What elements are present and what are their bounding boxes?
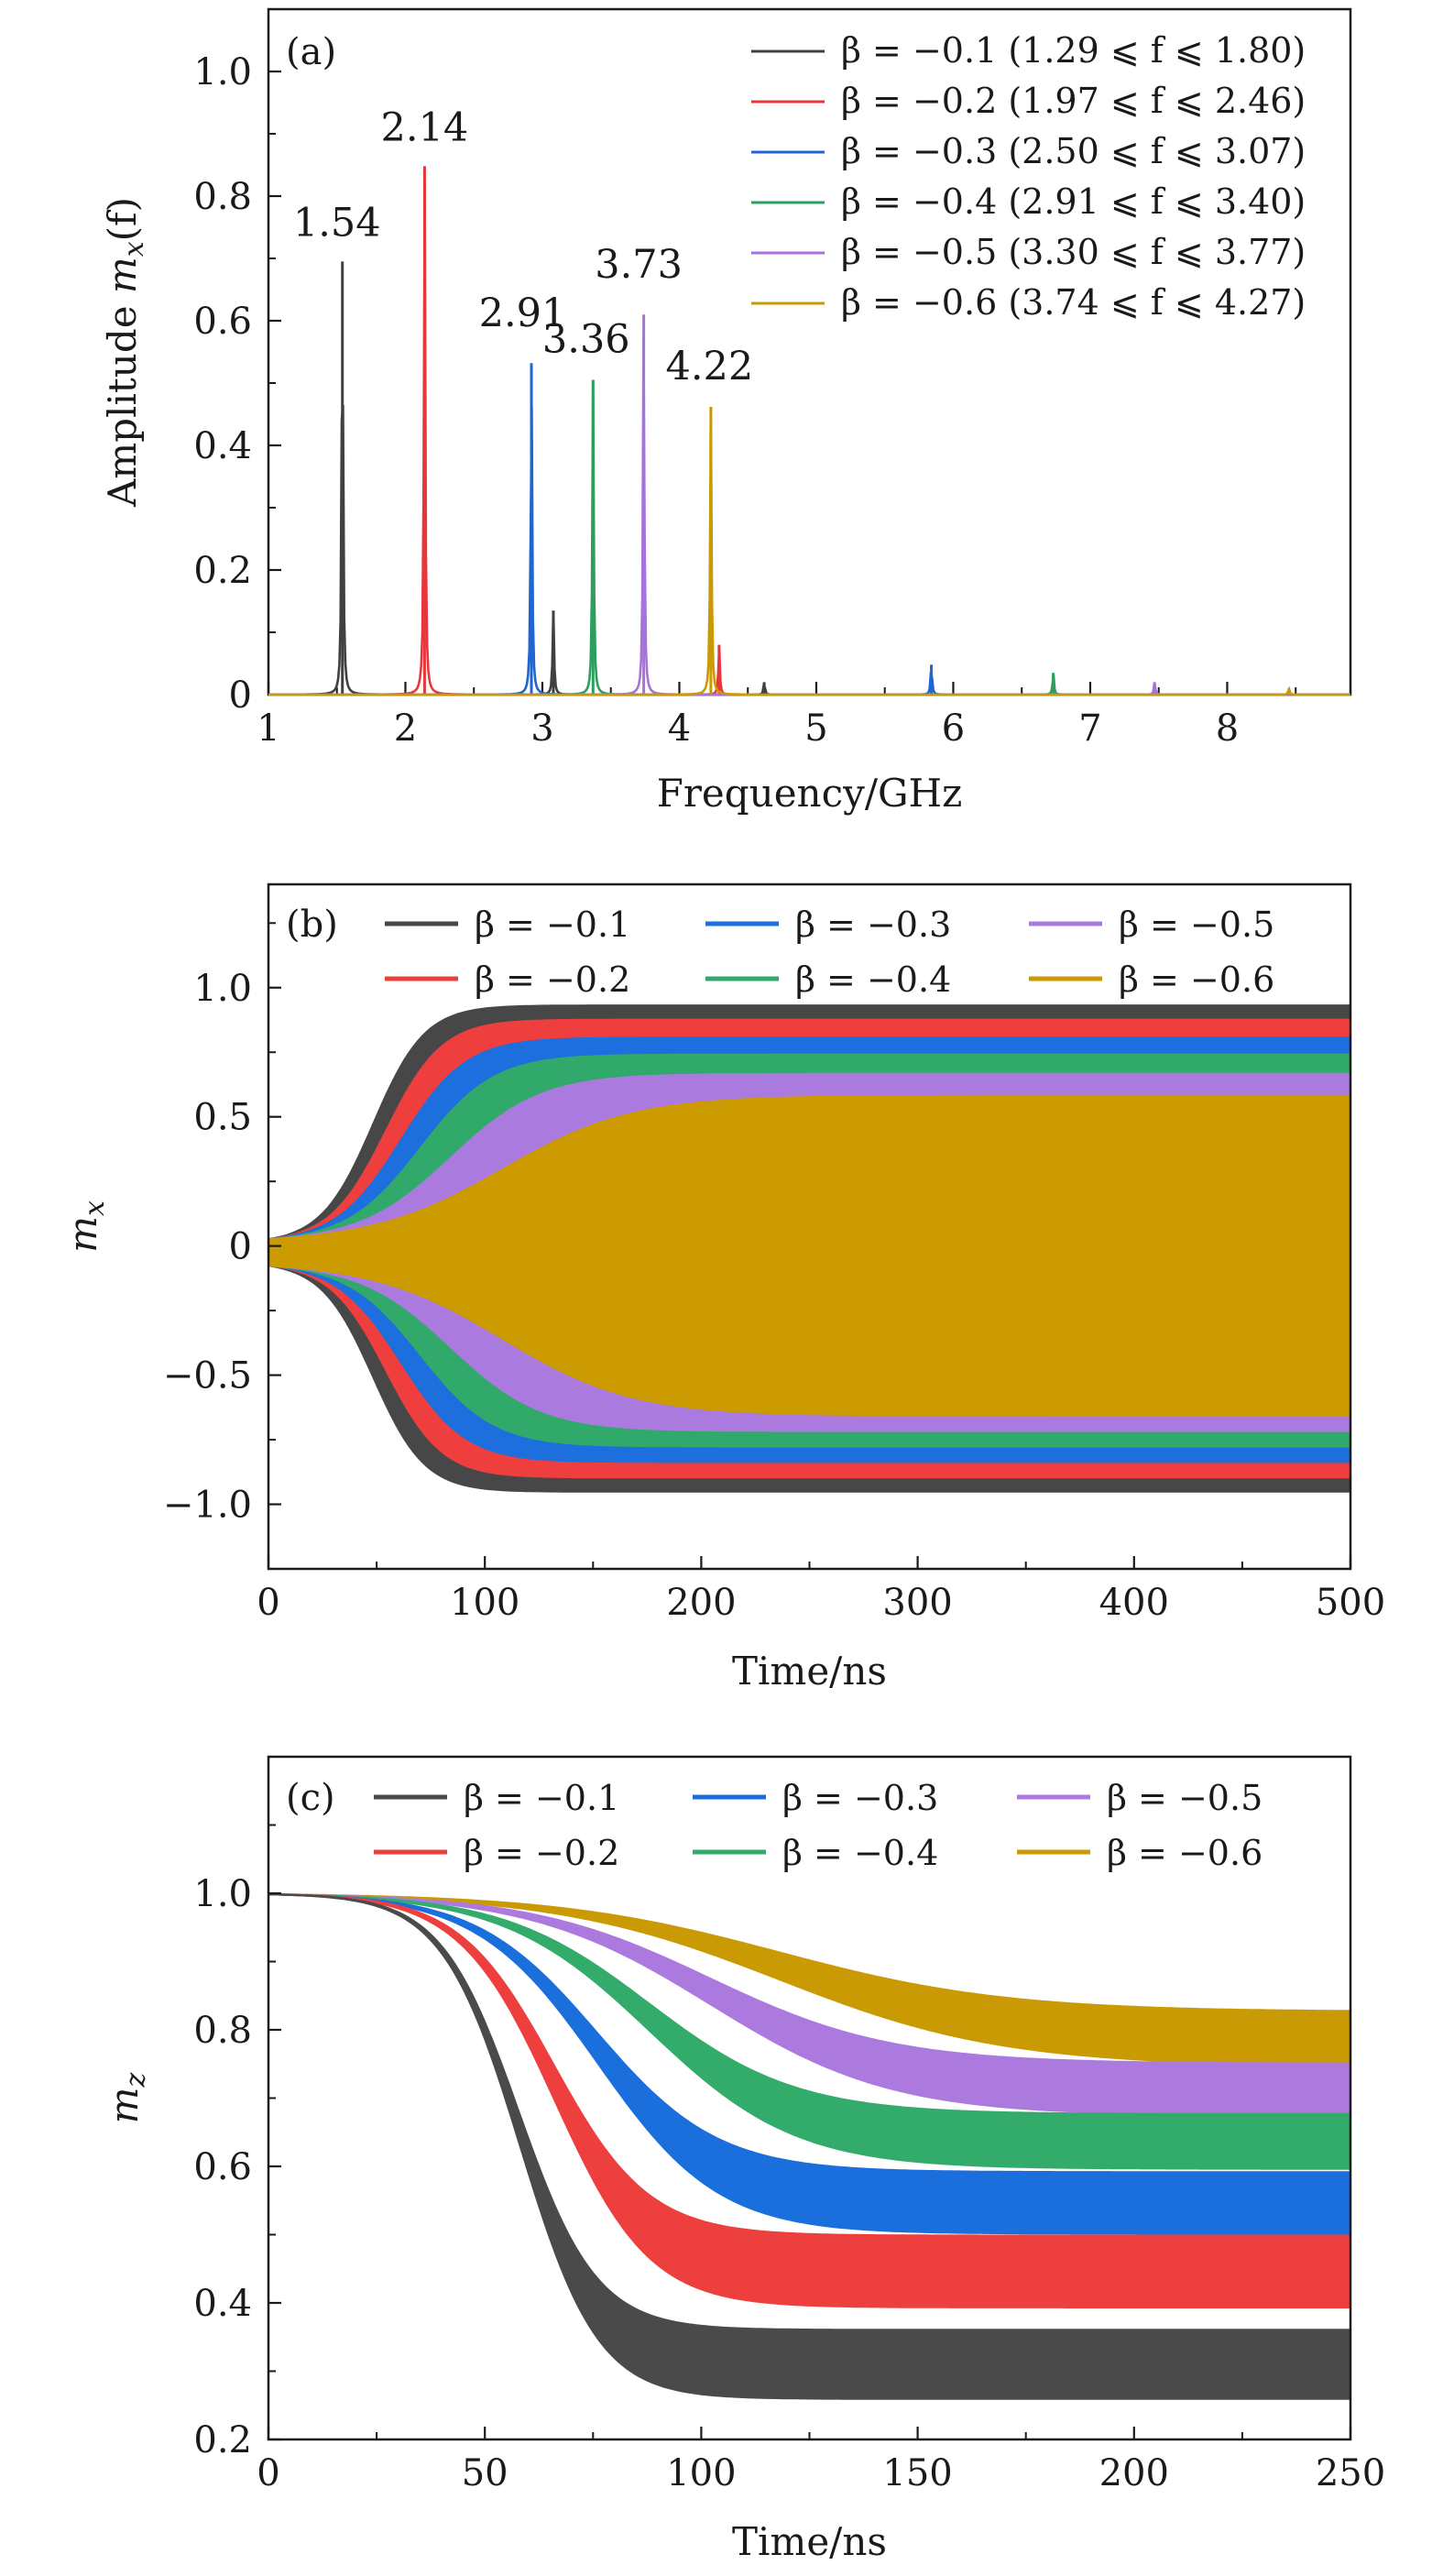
y-tick-label: 0.2 [193, 550, 252, 592]
x-tick-label: 200 [1099, 2452, 1169, 2494]
legend-entry: β = −0.1 (1.29 ⩽ f ⩽ 1.80) [841, 30, 1306, 71]
peak-label: 4.22 [665, 344, 753, 389]
x-tick-label: 5 [804, 707, 827, 750]
y-tick-label: 1.0 [193, 968, 252, 1010]
y-tick-label: 0.6 [193, 2146, 252, 2188]
x-tick-label: 100 [666, 2452, 736, 2494]
legend-entry: β = −0.1 [464, 1778, 619, 1818]
x-tick-label: 300 [882, 1582, 952, 1624]
legend-entry: β = −0.2 (1.97 ⩽ f ⩽ 2.46) [841, 81, 1306, 121]
x-tick-label: 500 [1316, 1582, 1385, 1624]
legend-entry: β = −0.4 [782, 1833, 938, 1873]
y-axis-label: Amplitude mx(f) [100, 197, 150, 508]
series-line-3 [268, 406, 1350, 696]
y-tick-label: 0.5 [193, 1097, 252, 1139]
x-axis-label: Time/ns [732, 1649, 887, 1694]
x-axis-label: Frequency/GHz [657, 771, 963, 816]
legend-entry: β = −0.4 [795, 959, 951, 1000]
x-tick-label: 50 [462, 2452, 508, 2494]
legend-entry: β = −0.3 [782, 1778, 938, 1818]
series-area-4 [268, 1893, 1350, 2170]
y-tick-label: 0 [229, 674, 252, 717]
x-tick-label: 400 [1099, 1582, 1169, 1624]
legend-entry: β = −0.3 [795, 904, 951, 945]
x-tick-label: 6 [942, 707, 965, 750]
x-tick-label: 3 [530, 707, 553, 750]
y-tick-label: −1.0 [163, 1485, 252, 1527]
series-area-6 [268, 1893, 1350, 2066]
x-tick-label: 1 [257, 707, 279, 750]
legend-entry: β = −0.4 (2.91 ⩽ f ⩽ 3.40) [841, 181, 1306, 222]
panel-c-chart: 0 50 100 150 200 250 0.2 0.4 0.6 0.8 1.0 β = −0.1 β … [102, 1755, 1385, 2564]
panel-b-chart: 0 100 200 300 400 500 −1.0 −0.5 0 0.5 1.0 β = −0.1 β… [60, 882, 1385, 1694]
x-axis-label: Time/ns [732, 2519, 887, 2564]
legend-entry: β = −0.5 (3.30 ⩽ f ⩽ 3.77) [841, 232, 1306, 272]
series-area-5 [268, 1893, 1350, 2117]
x-tick-label: 0 [257, 2452, 279, 2494]
x-tick-label: 150 [882, 2452, 952, 2494]
y-tick-label: 0.4 [193, 2283, 252, 2325]
series-areas [268, 1004, 1350, 1493]
legend-entry: β = −0.3 (2.50 ⩽ f ⩽ 3.07) [841, 131, 1306, 171]
peak-label: 3.36 [542, 317, 630, 363]
y-tick-label: −0.5 [163, 1355, 252, 1398]
x-tick-label: 250 [1316, 2452, 1385, 2494]
y-tick-label: 0.4 [193, 425, 252, 467]
peak-label: 3.73 [595, 242, 683, 288]
series-area-3 [268, 1893, 1350, 2235]
panel-label: (a) [286, 31, 336, 73]
legend-entry: β = −0.6 [1107, 1833, 1263, 1873]
legend-entry: β = −0.6 [1119, 959, 1274, 1000]
series-area-2 [268, 1893, 1350, 2308]
x-tick-label: 4 [668, 707, 691, 750]
y-tick-label: 0.8 [193, 176, 252, 218]
series-line-4 [268, 379, 1350, 696]
legend-entry: β = −0.5 [1107, 1778, 1263, 1818]
y-axis-label: mx [60, 1200, 111, 1253]
y-tick-label: 0.6 [193, 301, 252, 343]
x-tick-label: 100 [450, 1582, 519, 1624]
series-area-1 [268, 1893, 1350, 2400]
y-tick-label: 0 [229, 1226, 252, 1268]
y-tick-label: 0.8 [193, 2010, 252, 2052]
panel-label: (b) [286, 904, 338, 946]
x-tick-label: 0 [257, 1582, 279, 1624]
legend-entry: β = −0.5 [1119, 904, 1274, 945]
y-tick-label: 1.0 [193, 51, 252, 93]
y-axis-label: mz [102, 2072, 152, 2123]
series-area-6 [268, 1094, 1350, 1417]
peak-label: 1.54 [293, 200, 381, 246]
x-tick-label: 7 [1078, 707, 1101, 750]
panel-label: (c) [286, 1777, 335, 1819]
legend-entry: β = −0.1 [475, 904, 630, 945]
peak-label: 2.91 [479, 290, 567, 336]
y-tick-label: 1.0 [193, 1873, 252, 1915]
series-line-5 [268, 332, 1350, 696]
x-tick-label: 200 [666, 1582, 736, 1624]
legend-entry: β = −0.2 [464, 1833, 619, 1873]
x-tick-label: 8 [1216, 707, 1239, 750]
legend-entry: β = −0.6 (3.74 ⩽ f ⩽ 4.27) [841, 282, 1306, 323]
legend-entry: β = −0.2 [475, 959, 630, 1000]
panel-a-chart: 1 2 3 4 5 6 7 8 0 0.2 0.4 0.6 0.8 1.0 1.54 2.14 2.913.36… [100, 7, 1352, 816]
x-tick-label: 2 [394, 707, 417, 750]
series-line-1 [268, 404, 1350, 696]
series-line-6 [268, 407, 1350, 696]
series-areas [268, 1893, 1350, 2400]
y-tick-label: 0.2 [193, 2419, 252, 2461]
peak-label: 2.14 [381, 104, 469, 150]
